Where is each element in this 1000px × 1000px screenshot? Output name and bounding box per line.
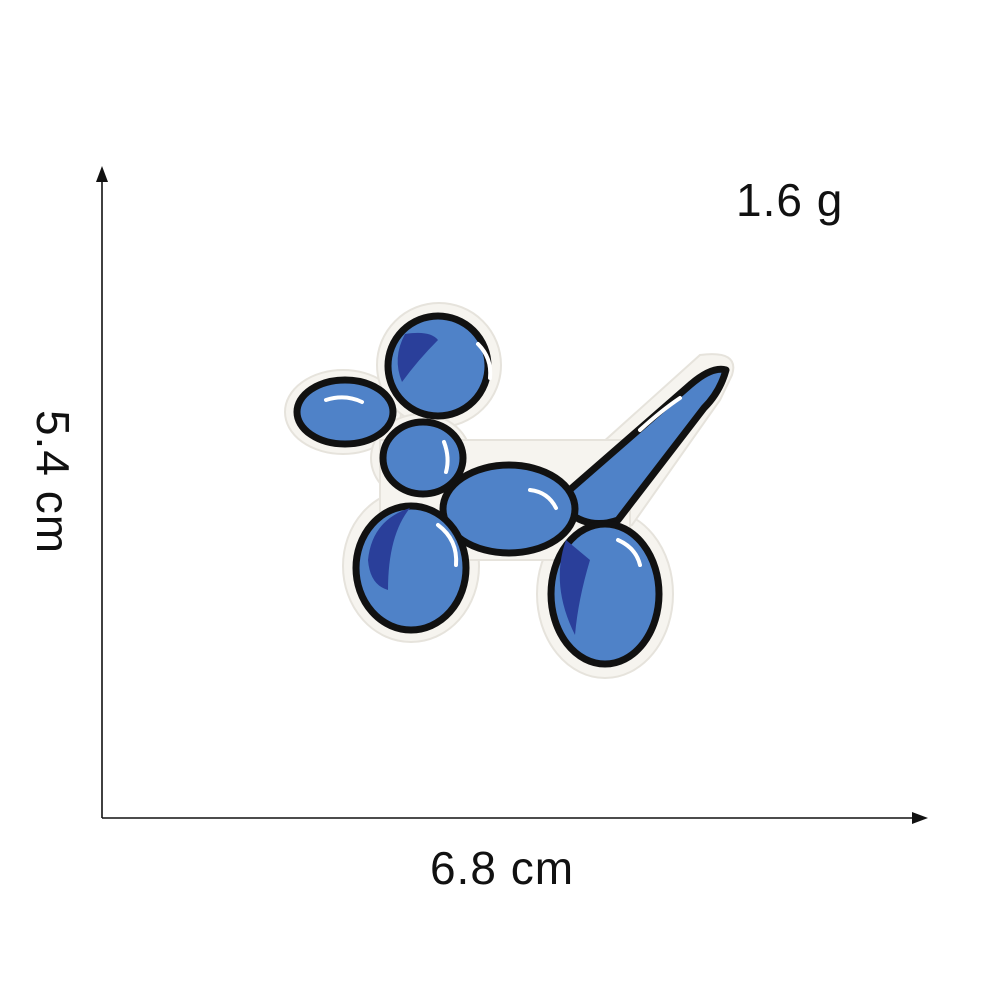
balloon-dog-patch-icon bbox=[284, 302, 735, 679]
weight-label: 1.6 g bbox=[736, 174, 844, 226]
width-label-container: 6.8 cm bbox=[0, 840, 1000, 896]
height-axis-arrow-icon bbox=[96, 166, 108, 182]
height-label: 5.4 cm bbox=[27, 409, 79, 555]
width-label: 6.8 cm bbox=[429, 842, 575, 894]
width-axis-arrow-icon bbox=[912, 812, 928, 824]
